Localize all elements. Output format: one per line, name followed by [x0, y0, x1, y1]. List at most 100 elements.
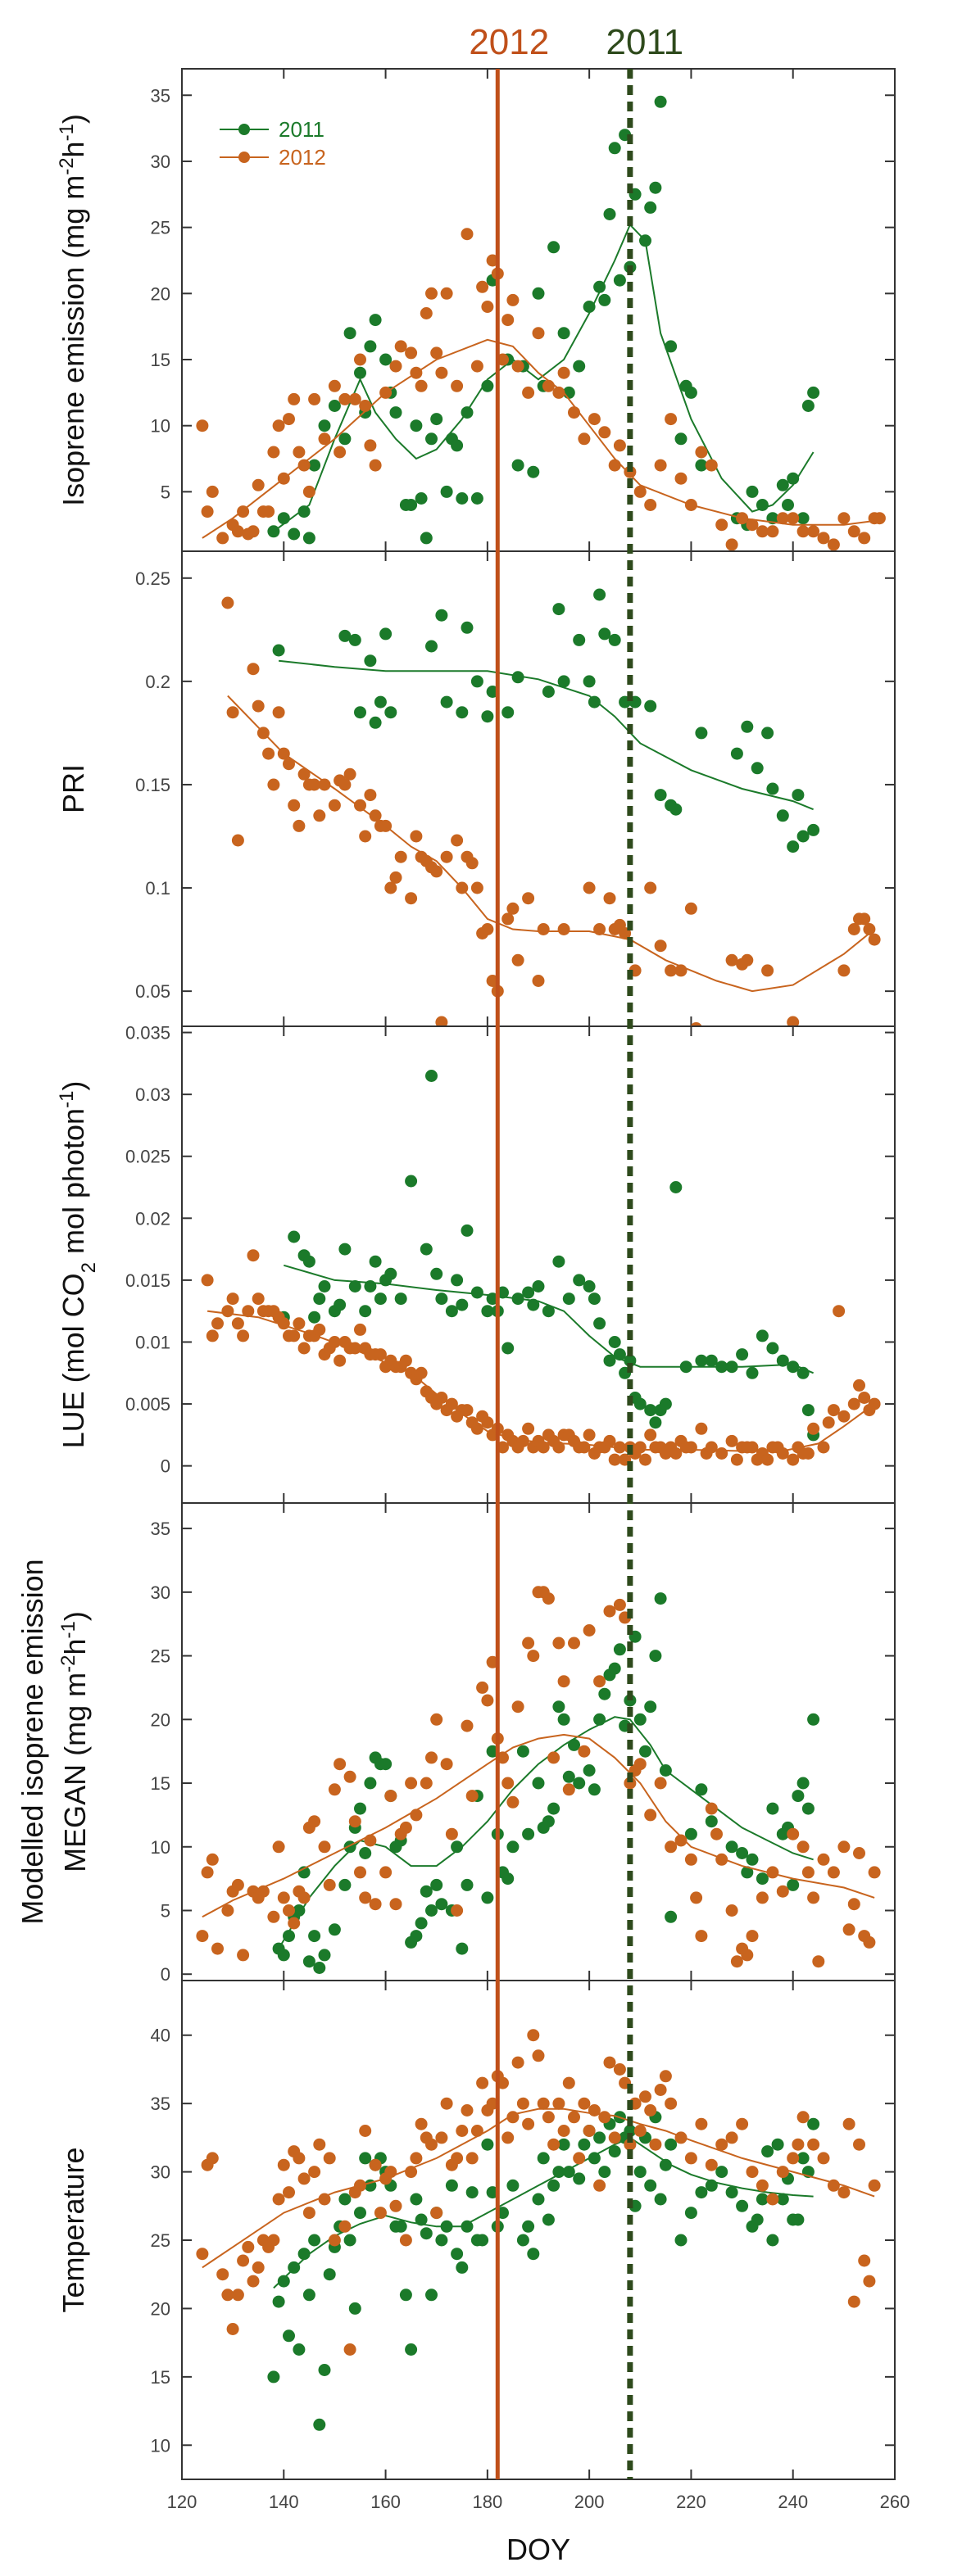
data-point [394, 340, 407, 353]
data-point [665, 2097, 678, 2110]
data-point [323, 2268, 336, 2281]
data-point [527, 2029, 540, 2042]
data-point [359, 1305, 372, 1318]
data-point [766, 525, 779, 538]
data-point [598, 2111, 611, 2124]
y-tick-label: 25 [151, 1646, 170, 1667]
y-tick-label: 35 [151, 2094, 170, 2114]
data-point [568, 1637, 580, 1650]
data-point [196, 1930, 209, 1943]
data-point [573, 2172, 586, 2185]
y-tick-label: 15 [151, 2367, 170, 2388]
data-point [302, 1255, 315, 1268]
data-point [308, 778, 321, 791]
data-point [705, 1815, 718, 1828]
data-point [583, 1624, 596, 1637]
data-point [725, 2131, 738, 2144]
data-point [633, 2166, 647, 2179]
data-point [293, 819, 306, 832]
data-point [684, 1827, 697, 1840]
data-point [343, 767, 356, 781]
data-point [665, 340, 678, 353]
data-point [654, 2084, 667, 2096]
data-point [384, 881, 397, 894]
data-point [639, 1745, 651, 1758]
data-point [456, 706, 469, 719]
data-point [318, 1280, 331, 1293]
data-point [665, 1910, 678, 1923]
series-2011 [272, 1592, 820, 1974]
data-point [272, 706, 285, 719]
data-point [766, 1866, 779, 1879]
data-point [389, 1898, 402, 1911]
data-point [705, 1802, 718, 1815]
data-point [516, 2097, 529, 2110]
data-point [348, 633, 361, 646]
data-point [302, 2289, 315, 2302]
data-point [461, 228, 474, 241]
data-point [354, 706, 366, 719]
data-point [522, 1637, 535, 1650]
data-point [348, 1815, 361, 1828]
data-point [267, 778, 280, 791]
y-label-segment: MEGAN (mg m [58, 1673, 92, 1872]
y-axis-label: MEGAN (mg m-2h-1) [57, 1611, 93, 1872]
data-point [242, 1305, 255, 1318]
data-point [308, 459, 321, 472]
data-point [847, 1898, 860, 1911]
data-point [578, 2097, 591, 2110]
y-tick-label: 0.05 [135, 981, 170, 1002]
y-tick-label: 0.01 [135, 1332, 170, 1352]
data-point [751, 2213, 764, 2226]
data-point [451, 834, 464, 847]
data-point [364, 789, 377, 802]
data-point [710, 1827, 723, 1840]
data-point [746, 518, 759, 532]
event-markers: 2012 2011 [469, 22, 683, 2479]
data-point [267, 2234, 280, 2247]
data-point [237, 1329, 250, 1342]
panel-megan: 0 5 10 15 20 25 30 35 Modelled isoprene emission… [16, 1502, 896, 1985]
data-point [369, 2158, 382, 2171]
plot-area-pri [221, 588, 881, 1026]
data-point [445, 1305, 458, 1318]
data-point [583, 1428, 596, 1442]
data-point [756, 1891, 769, 1904]
data-point [283, 1904, 295, 1917]
data-point [613, 439, 626, 452]
data-point [578, 1745, 591, 1758]
data-point [501, 706, 515, 719]
legend-label-2012: 2012 [279, 145, 326, 170]
data-point [644, 1809, 657, 1822]
data-point [196, 419, 209, 432]
data-point [730, 1453, 743, 1466]
data-point [562, 1770, 575, 1783]
data-point [807, 1422, 820, 1435]
data-point [807, 386, 820, 399]
fit-line-2011 [278, 659, 814, 811]
data-point [695, 446, 708, 459]
data-point [827, 538, 840, 551]
data-point [354, 353, 366, 366]
data-point [608, 2131, 621, 2144]
data-point [476, 280, 489, 293]
data-point [801, 1447, 815, 1460]
data-point [552, 603, 565, 616]
data-point [858, 2254, 871, 2267]
data-point [562, 2076, 575, 2089]
data-point [389, 871, 402, 884]
data-point [364, 340, 377, 353]
data-point [562, 1783, 575, 1796]
y-axis-label-top: Modelled isoprene emission [16, 1559, 49, 1924]
data-point [792, 1790, 805, 1803]
data-point [451, 1840, 464, 1854]
data-point [221, 1305, 234, 1318]
data-point [354, 1866, 366, 1879]
data-point [547, 1751, 560, 1764]
data-point [313, 1293, 326, 1306]
data-point [766, 1342, 779, 1355]
data-point [608, 142, 621, 155]
data-point [425, 2138, 438, 2151]
data-point [501, 314, 515, 327]
data-point [522, 1422, 535, 1435]
